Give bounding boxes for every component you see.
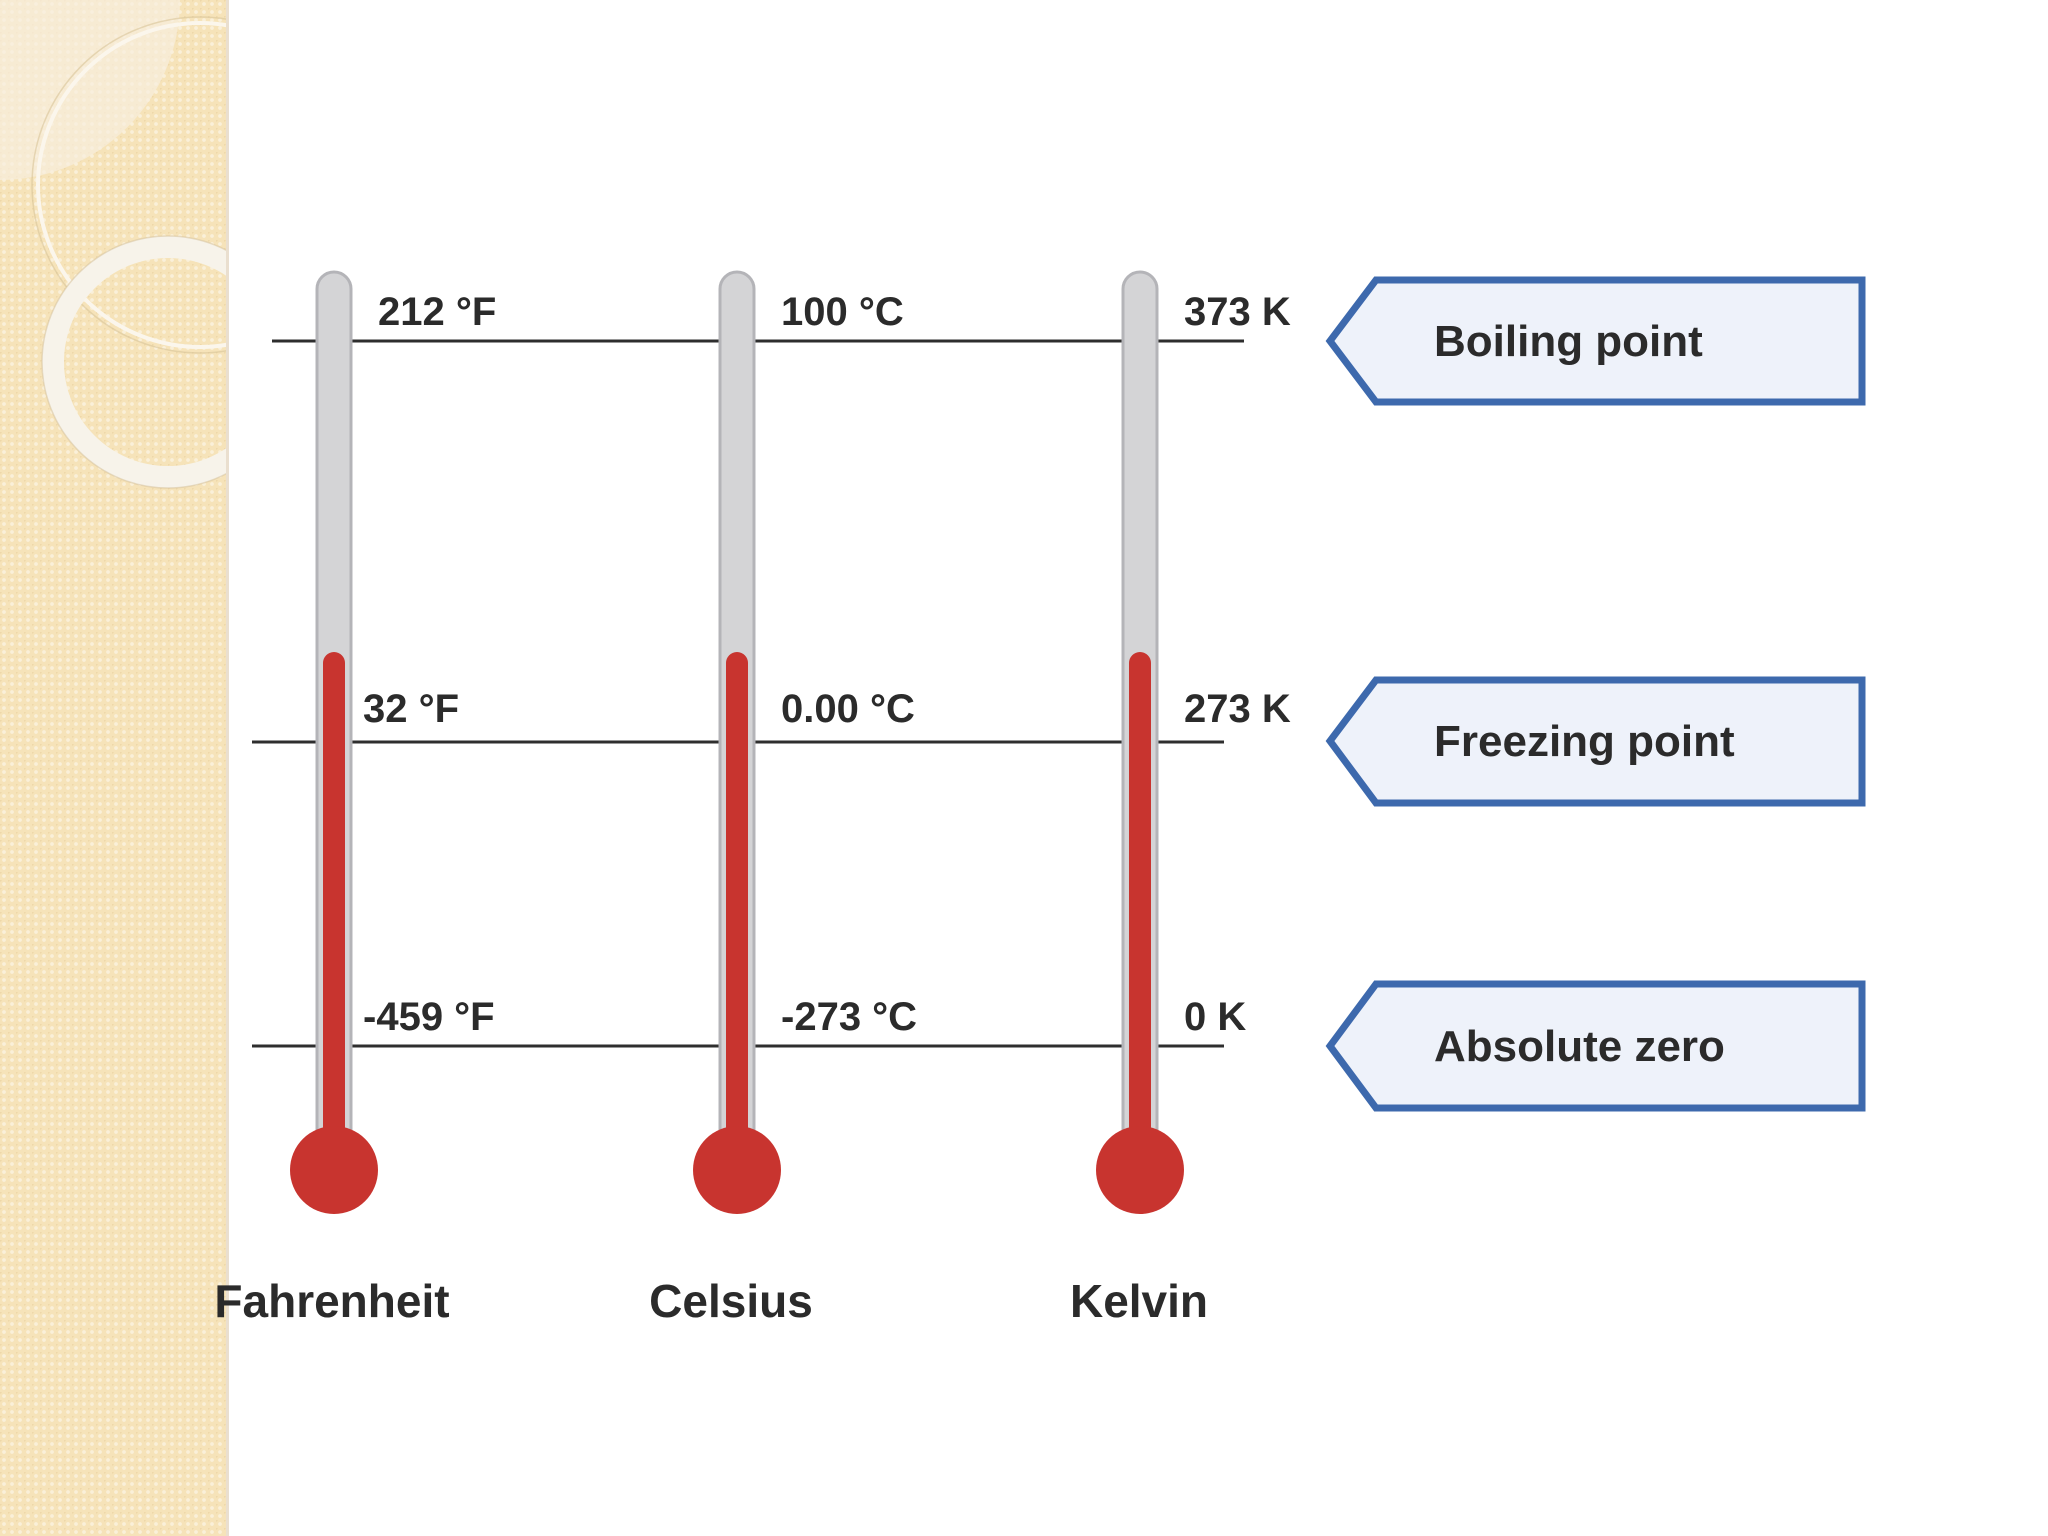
thermometer-kelvin: [1096, 270, 1184, 1214]
callout-label: Boiling point: [1434, 317, 1703, 366]
celsius-absolute-zero-label: -273 °C: [781, 995, 917, 1039]
fahrenheit-absolute-zero-label: -459 °F: [363, 995, 495, 1039]
kelvin-freezing-label: 273 K: [1184, 687, 1291, 731]
strip-divider: [226, 0, 229, 1536]
callout-absolute-zero: Absolute zero: [1325, 980, 1866, 1112]
scale-name-kelvin: Kelvin: [1070, 1275, 1208, 1327]
kelvin-boiling-label: 373 K: [1184, 290, 1291, 334]
fahrenheit-boiling-label: 212 °F: [378, 290, 496, 334]
kelvin-absolute-zero-label: 0 K: [1184, 995, 1246, 1039]
callout-arrow-box: [1325, 276, 1866, 406]
callout-freezing-point: Freezing point: [1325, 676, 1866, 807]
scale-name-fahrenheit: Fahrenheit: [214, 1275, 449, 1327]
callout-arrow-box: [1325, 980, 1866, 1112]
celsius-freezing-label: 0.00 °C: [781, 687, 915, 731]
callout-boiling-point: Boiling point: [1325, 276, 1866, 406]
mercury-column: [726, 652, 748, 1152]
mercury-column: [323, 652, 345, 1152]
thermometer-celsius: [693, 270, 781, 1214]
decorative-side-strip: [0, 0, 228, 1536]
callout-label: Freezing point: [1434, 717, 1735, 766]
callout-arrow-box: [1325, 676, 1866, 807]
thermometer-fahrenheit: [290, 270, 378, 1214]
fahrenheit-freezing-label: 32 °F: [363, 687, 459, 731]
thermometer-bulb: [693, 1126, 781, 1214]
mercury-column: [1129, 652, 1151, 1152]
callout-label: Absolute zero: [1434, 1022, 1725, 1071]
thermometer-bulb: [290, 1126, 378, 1214]
decorative-rings: [0, 0, 228, 489]
scale-name-celsius: Celsius: [649, 1275, 813, 1327]
thermometer-bulb: [1096, 1126, 1184, 1214]
celsius-boiling-label: 100 °C: [781, 290, 904, 334]
